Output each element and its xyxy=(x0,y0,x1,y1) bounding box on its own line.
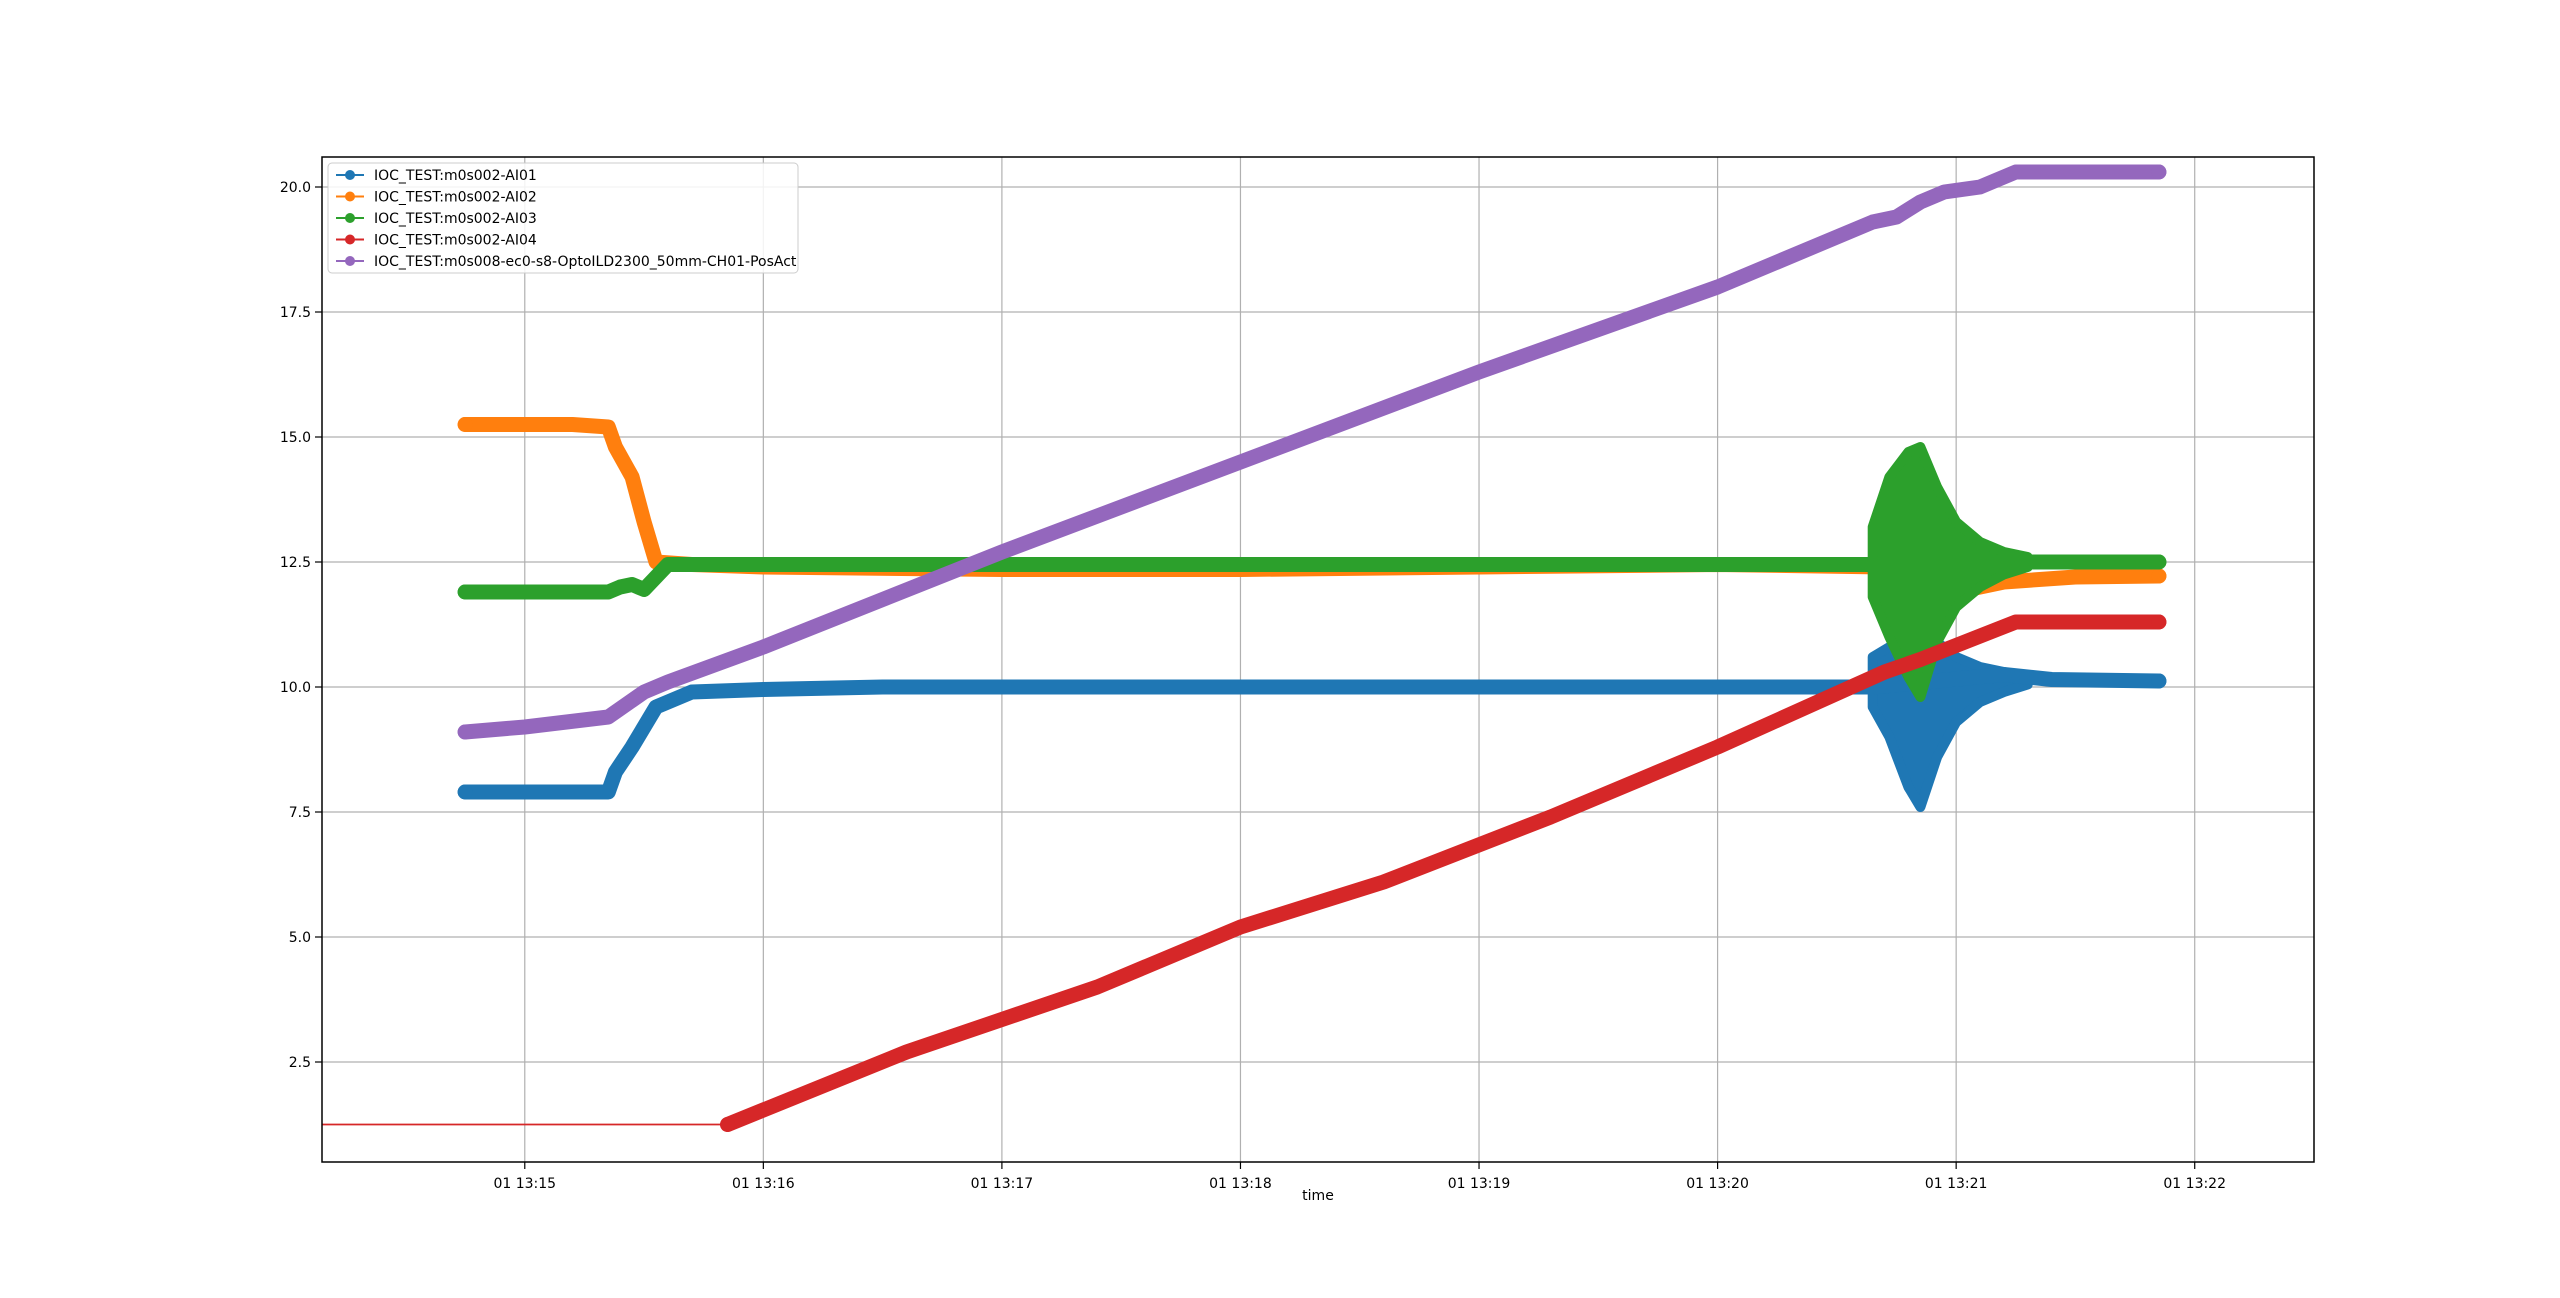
x-tick-label: 01 13:15 xyxy=(493,1176,556,1192)
x-tick-label: 01 13:18 xyxy=(1209,1176,1272,1192)
y-tick-label: 2.5 xyxy=(289,1055,311,1071)
x-axis-ticks: 01 13:15 01 13:16 01 13:17 01 13:18 01 13:19… xyxy=(493,1162,2226,1192)
y-axis-ticks: 2.5 5.0 7.5 10.0 12.5 15.0 17.5 20.0 xyxy=(280,180,322,1071)
x-tick-label: 01 13:16 xyxy=(732,1176,795,1192)
series-5-line xyxy=(457,164,2167,740)
y-tick-label: 10.0 xyxy=(280,680,311,696)
legend: IOC_TEST:m0s002-AI01 IOC_TEST:m0s002-AI02… xyxy=(327,162,799,274)
legend-swatch-marker xyxy=(345,213,355,223)
x-tick-label: 01 13:17 xyxy=(971,1176,1034,1192)
plot-area-frame xyxy=(321,156,2315,1163)
series-1-end-point xyxy=(2151,673,2167,689)
y-tick-label: 5.0 xyxy=(289,930,311,946)
x-tick-label: 01 13:20 xyxy=(1686,1176,1749,1192)
series-4-end-point xyxy=(2151,614,2167,630)
y-tick-label: 12.5 xyxy=(280,555,311,571)
x-axis-label: time xyxy=(1302,1188,1334,1204)
series-4-start-point xyxy=(720,1117,736,1132)
x-tick-label: 01 13:19 xyxy=(1448,1176,1511,1192)
legend-swatch-marker xyxy=(345,191,355,202)
y-tick-label: 7.5 xyxy=(289,805,311,821)
legend-label: IOC_TEST:m0s002-AI03 xyxy=(374,211,537,227)
legend-box xyxy=(327,162,799,274)
series-3-line xyxy=(457,554,2167,600)
data-layer xyxy=(322,164,2167,1132)
legend-label: IOC_TEST:m0s002-AI04 xyxy=(374,233,537,249)
series-2-start-point xyxy=(457,417,473,432)
legend-swatch-marker xyxy=(345,170,355,180)
legend-swatch-marker xyxy=(345,234,355,245)
legend-swatch-marker xyxy=(345,256,355,266)
series-2-end-point xyxy=(2151,568,2167,584)
series-3-start-point xyxy=(457,584,473,600)
grid-lines xyxy=(322,157,2314,1162)
y-tick-label: 17.5 xyxy=(280,305,311,321)
series-5-end-point xyxy=(2151,164,2167,180)
series-1-start-point xyxy=(457,784,473,800)
legend-label: IOC_TEST:m0s002-AI01 xyxy=(374,168,537,184)
series-4-line xyxy=(720,614,2167,1132)
series-5-start-point xyxy=(457,724,473,740)
x-tick-label: 01 13:21 xyxy=(1925,1176,1988,1192)
series-3-end-point xyxy=(2151,554,2167,570)
y-tick-label: 15.0 xyxy=(280,430,311,446)
legend-label: IOC_TEST:m0s002-AI02 xyxy=(374,190,537,206)
legend-label: IOC_TEST:m0s008-ec0-s8-OptoILD2300_50mm-… xyxy=(374,254,797,270)
y-tick-label: 20.0 xyxy=(280,180,311,196)
x-tick-label: 01 13:22 xyxy=(2163,1176,2226,1192)
